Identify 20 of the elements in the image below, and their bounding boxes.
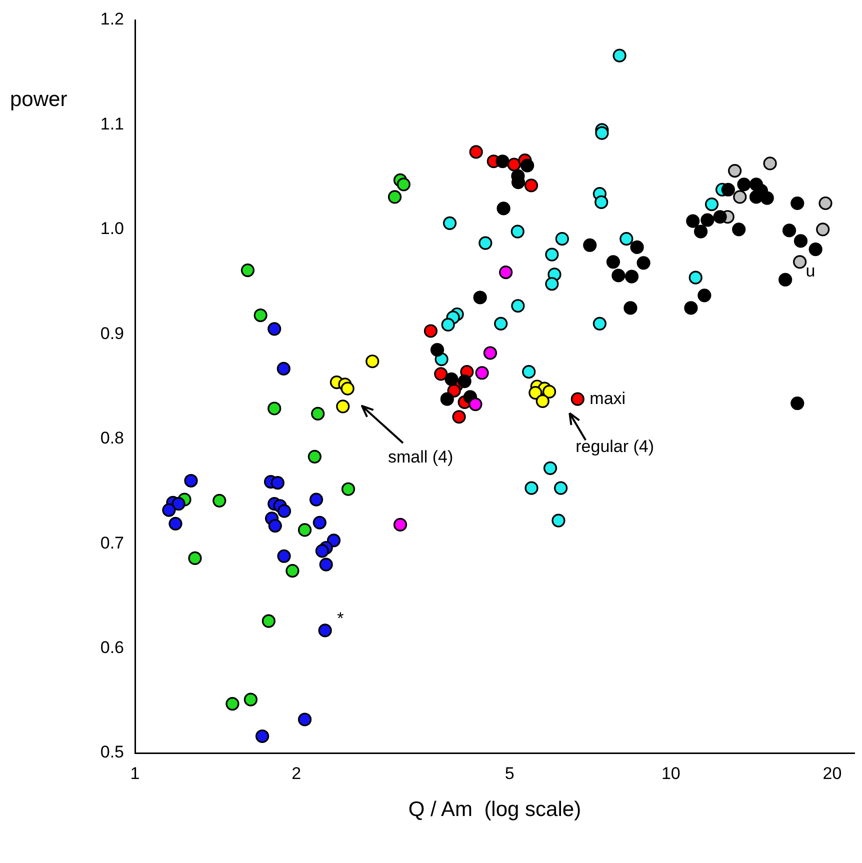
y-tick-label: 0.8 — [100, 428, 124, 448]
annotation: regular (4) — [576, 436, 654, 456]
y-tick-label: 1.1 — [100, 114, 124, 134]
annotation: maxi — [590, 388, 626, 408]
x-tick-label: 1 — [130, 764, 140, 783]
y-axis-title: power — [10, 88, 68, 111]
x-tick-label: 10 — [661, 764, 680, 783]
y-tick-label: 0.7 — [100, 533, 124, 552]
y-tick-label: 1.0 — [100, 219, 124, 238]
y-tick-label: 0.6 — [100, 638, 124, 657]
x-tick-label: 2 — [292, 764, 302, 783]
y-tick-label: 0.5 — [100, 742, 124, 762]
x-tick-label: 5 — [504, 764, 514, 783]
x-tick-label: 20 — [822, 764, 842, 783]
x-axis-title: Q / Am (log scale) — [408, 798, 582, 821]
y-tick-label: 0.9 — [100, 324, 124, 343]
annotation: small (4) — [388, 448, 454, 467]
annotation: u — [806, 262, 816, 281]
y-tick-label: 1.2 — [100, 10, 124, 29]
annotation: * — [337, 609, 344, 628]
